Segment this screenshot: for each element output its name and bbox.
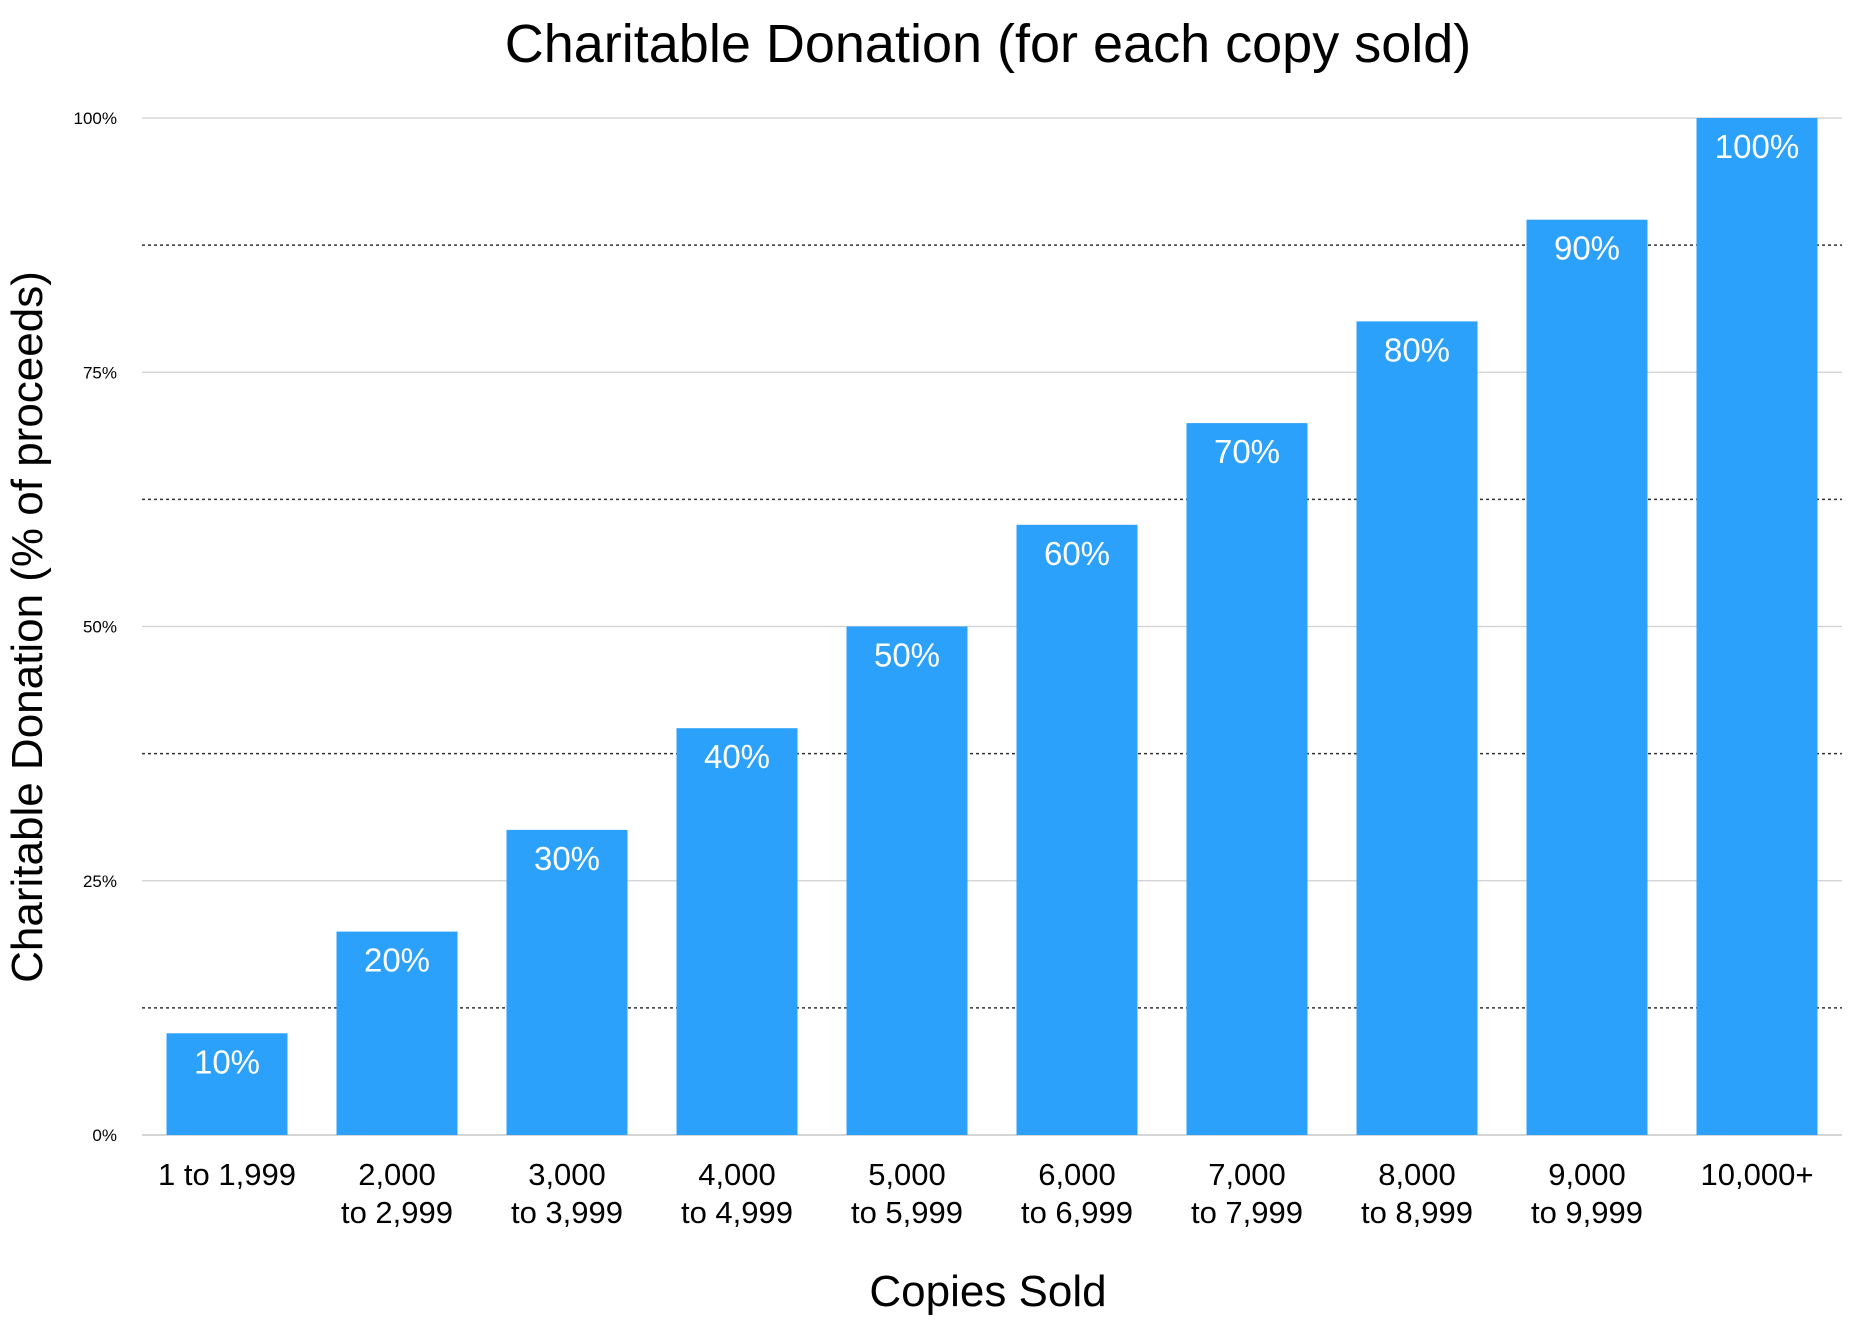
x-axis-ticks: 1 to 1,999 2,000 to 2,999 3,000 to 3,999 4,00… <box>158 1157 1813 1230</box>
bar-data-label: 50% <box>874 637 940 674</box>
y-tick-label: 75% <box>83 363 117 382</box>
bar <box>1186 423 1308 1136</box>
bars: 10% 20% 30% 40% 50% 60% 70% 80% 90% 100% <box>166 118 1818 1136</box>
x-tick-label-line: to 8,999 <box>1361 1195 1473 1230</box>
bar-data-label: 20% <box>364 942 430 979</box>
y-tick-label: 0% <box>92 1126 117 1145</box>
bar-data-label: 40% <box>704 738 770 775</box>
bar <box>166 1033 288 1135</box>
chart-title: Charitable Donation (for each copy sold) <box>505 14 1472 74</box>
x-tick-label: 8,000 to 8,999 <box>1361 1157 1473 1230</box>
x-tick-label-line: to 4,999 <box>681 1195 793 1230</box>
x-axis-title: Copies Sold <box>869 1267 1106 1316</box>
bar-data-label: 30% <box>534 840 600 877</box>
bar <box>506 829 628 1135</box>
x-tick-label-line: 8,000 <box>1378 1157 1456 1192</box>
x-tick-label-line: to 3,999 <box>511 1195 623 1230</box>
y-tick-label: 100% <box>74 109 117 128</box>
x-tick-label: 6,000 to 6,999 <box>1021 1157 1133 1230</box>
x-tick-label-line: 2,000 <box>358 1157 436 1192</box>
x-tick-label-line: 4,000 <box>698 1157 776 1192</box>
bar-data-label: 90% <box>1554 230 1620 267</box>
bar <box>336 931 458 1135</box>
bar-data-label: 80% <box>1384 331 1450 368</box>
bar <box>1526 219 1648 1135</box>
bar-data-label: 70% <box>1214 433 1280 470</box>
bar <box>846 626 968 1135</box>
x-tick-label: 4,000 to 4,999 <box>681 1157 793 1230</box>
x-tick-label-line: to 7,999 <box>1191 1195 1303 1230</box>
bar <box>1696 118 1818 1135</box>
x-tick-label-line: 7,000 <box>1208 1157 1286 1192</box>
bar <box>1016 524 1138 1135</box>
bar-data-label: 60% <box>1044 535 1110 572</box>
x-tick-label-line: 6,000 <box>1038 1157 1116 1192</box>
x-tick-label-line: 3,000 <box>528 1157 606 1192</box>
x-tick-label: 10,000+ <box>1701 1157 1814 1192</box>
y-tick-label: 25% <box>83 872 117 891</box>
x-tick-label-line: 5,000 <box>868 1157 946 1192</box>
x-tick-label: 9,000 to 9,999 <box>1531 1157 1643 1230</box>
x-tick-label-line: to 5,999 <box>851 1195 963 1230</box>
x-tick-label: 5,000 to 5,999 <box>851 1157 963 1230</box>
x-tick-label: 3,000 to 3,999 <box>511 1157 623 1230</box>
x-tick-label-line: to 6,999 <box>1021 1195 1133 1230</box>
x-tick-label-line: to 9,999 <box>1531 1195 1643 1230</box>
y-axis-title: Charitable Donation (% of proceeds) <box>3 271 52 983</box>
bar <box>1356 321 1478 1135</box>
x-tick-label: 7,000 to 7,999 <box>1191 1157 1303 1230</box>
x-tick-label-line: 1 to 1,999 <box>158 1157 296 1192</box>
x-tick-label-line: to 2,999 <box>341 1195 453 1230</box>
bar <box>676 728 798 1135</box>
x-tick-label-line: 9,000 <box>1548 1157 1626 1192</box>
x-tick-label-line: 10,000+ <box>1701 1157 1814 1192</box>
y-tick-label: 50% <box>83 618 117 637</box>
bar-data-label: 100% <box>1715 128 1799 165</box>
x-tick-label: 1 to 1,999 <box>158 1157 296 1192</box>
y-axis-ticks: 0% 25% 50% 75% 100% <box>74 109 117 1145</box>
x-tick-label: 2,000 to 2,999 <box>341 1157 453 1230</box>
bar-data-label: 10% <box>194 1043 260 1080</box>
